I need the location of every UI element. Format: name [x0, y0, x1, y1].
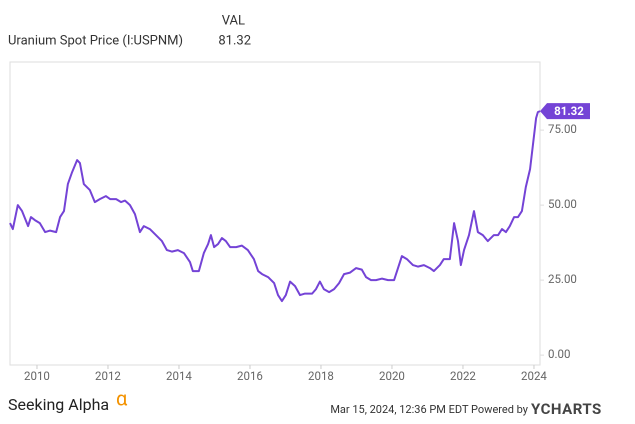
x-tick-label: 2020 — [379, 369, 405, 383]
x-tick-label: 2022 — [450, 369, 476, 383]
timestamp: Mar 15, 2024, 12:36 PM EDT Powered by — [330, 403, 528, 416]
value-header: VAL — [222, 13, 245, 28]
provider: YCHARTS — [531, 400, 602, 418]
y-tick-label: 75.00 — [548, 122, 577, 136]
badge-label: 81.32 — [554, 104, 584, 118]
x-tick-label: 2014 — [166, 369, 192, 383]
y-tick-label: 25.00 — [548, 272, 577, 286]
plot-frame — [9, 61, 541, 366]
x-tick-label: 2010 — [24, 369, 50, 383]
legend-name: Uranium Spot Price (I:USPNM) — [8, 33, 183, 48]
brand: Seeking Alpha — [8, 395, 109, 414]
y-tick-label: 0.00 — [548, 347, 570, 361]
x-tick-label: 2016 — [237, 369, 263, 383]
x-tick-label: 2012 — [95, 369, 121, 383]
price-line — [9, 110, 541, 303]
brand-mark: α — [116, 386, 128, 410]
value-badge — [540, 103, 590, 120]
x-tick-label: 2018 — [308, 369, 334, 383]
x-tick-label: 2024 — [521, 369, 547, 383]
y-tick-label: 50.00 — [548, 197, 577, 211]
legend-value: 81.32 — [218, 33, 251, 48]
